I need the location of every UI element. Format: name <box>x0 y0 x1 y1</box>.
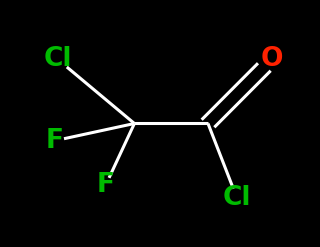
Text: Cl: Cl <box>222 185 251 211</box>
Text: Cl: Cl <box>43 46 72 72</box>
Text: F: F <box>45 128 63 154</box>
Text: O: O <box>261 46 283 72</box>
Text: F: F <box>97 172 115 198</box>
